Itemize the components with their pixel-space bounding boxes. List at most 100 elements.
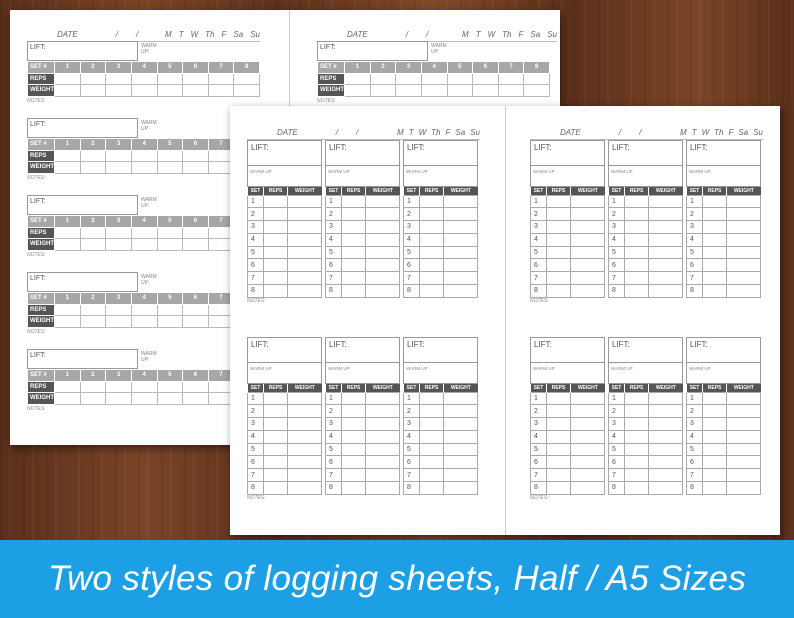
weekday-label: Th: [431, 128, 441, 137]
warm-up-field: WARM UP: [403, 166, 478, 187]
reps-cell: [623, 468, 650, 483]
set-row: 5: [403, 442, 478, 457]
weight-cell: [287, 455, 322, 470]
reps-cell: [262, 429, 289, 444]
set-row: 6: [403, 258, 478, 273]
grid-cell: 1: [54, 61, 81, 74]
grid-cell: [105, 84, 132, 97]
set-row: 4: [325, 232, 400, 247]
set-row: 5: [686, 245, 761, 260]
grid-cell: [79, 238, 107, 251]
weight-cell: [365, 232, 400, 247]
set-row: 7: [403, 271, 478, 286]
weight-cell: [443, 442, 478, 457]
weight-cell: [648, 391, 683, 406]
lift-card: LIFT: WARM UP SET REPS WEIGHT 1 2 3 4 5 6 7 8: [403, 337, 478, 495]
set-row: 1: [325, 194, 400, 209]
reps-cell: [262, 468, 289, 483]
weekday-label: Sa: [455, 128, 466, 137]
lift-card: LIFT: WARM UP SET REPS WEIGHT 1 2 3 4 5 6 7 8: [686, 140, 761, 298]
reps-cell: [418, 271, 445, 286]
column-header: SET: [403, 384, 420, 392]
grid-cell: 4: [420, 61, 448, 74]
reps-cell: [701, 194, 728, 209]
weekday-label: Su: [470, 128, 480, 137]
notes-label: NOTES:: [27, 329, 46, 335]
weight-cell: [443, 194, 478, 209]
grid-cell: [182, 303, 209, 316]
lift-field: LIFT:: [608, 337, 683, 363]
column-header: WEIGHT: [365, 384, 400, 392]
grid-cell: [54, 161, 81, 174]
set-number: 2: [530, 207, 547, 222]
notes-label: NOTES:: [27, 175, 46, 181]
date-slash: /: [355, 128, 359, 137]
grid-cell: [105, 149, 132, 162]
set-number: 4: [686, 429, 703, 444]
weight-cell: [443, 404, 478, 419]
set-table: SET REPS WEIGHT 1 2 3 4 5 6 7 8: [247, 384, 322, 495]
set-number: 5: [686, 442, 703, 457]
row-label: WEIGHT: [27, 161, 55, 174]
set-row: 3: [530, 417, 605, 431]
set-row: 4: [686, 232, 761, 247]
weight-cell: [443, 207, 478, 222]
grid-cell: [182, 149, 209, 162]
notes-label: NOTES:: [27, 98, 46, 104]
set-row: 3: [608, 220, 683, 234]
set-number: 7: [530, 468, 547, 483]
weight-cell: [443, 468, 478, 483]
grid-cell: [182, 238, 209, 251]
column-header: WEIGHT: [570, 384, 605, 392]
reps-cell: [623, 481, 650, 495]
lift-field: LIFT:: [403, 337, 478, 363]
set-number: 6: [247, 455, 264, 470]
warm-up-label: WARM UP:: [141, 43, 157, 55]
set-number: 6: [608, 455, 625, 470]
set-number: 2: [325, 207, 342, 222]
column-header: WEIGHT: [365, 187, 400, 195]
grid-cell: [130, 380, 158, 393]
set-number: 8: [530, 481, 547, 495]
column-header: REPS: [545, 187, 571, 195]
set-number: 7: [686, 271, 703, 286]
reps-cell: [545, 194, 572, 209]
lift-card: LIFT: WARM UP SET REPS WEIGHT 1 2 3 4 5 6 7 8: [247, 337, 322, 495]
reps-cell: [623, 404, 650, 419]
reps-cell: [623, 245, 650, 260]
set-number: 4: [247, 232, 264, 247]
set-row: 5: [247, 245, 322, 260]
weight-cell: [570, 245, 605, 260]
table-header: SET REPS WEIGHT: [530, 187, 605, 195]
weekday-label: T: [178, 30, 184, 39]
weekday-label: M: [397, 128, 404, 137]
reps-cell: [701, 391, 728, 406]
weight-cell: [726, 455, 761, 470]
grid-cell: [182, 84, 209, 97]
grid-cell: 4: [130, 292, 158, 305]
grid-cell: [130, 303, 158, 316]
set-number: 2: [403, 404, 420, 419]
set-number: 3: [608, 220, 625, 234]
date-slash: /: [335, 128, 338, 137]
set-number: 8: [686, 481, 703, 495]
date-slash: /: [638, 128, 642, 137]
grid-cell: 3: [105, 138, 132, 151]
grid-cell: [523, 72, 550, 85]
grid-cell: 4: [130, 61, 158, 74]
reps-cell: [701, 245, 728, 260]
set-table: SET REPS WEIGHT 1 2 3 4 5 6 7 8: [403, 384, 478, 495]
column-header: SET: [325, 187, 342, 195]
column-header: REPS: [545, 384, 571, 392]
set-row: 6: [247, 258, 322, 273]
weight-cell: [570, 442, 605, 457]
lift-field: LIFT:: [247, 337, 322, 363]
grid-cell: [130, 238, 158, 251]
weight-cell: [443, 245, 478, 260]
set-row: 1: [608, 194, 683, 209]
set-row: 7: [686, 468, 761, 483]
grid-cell: [156, 161, 184, 174]
grid-cell: [156, 238, 184, 251]
